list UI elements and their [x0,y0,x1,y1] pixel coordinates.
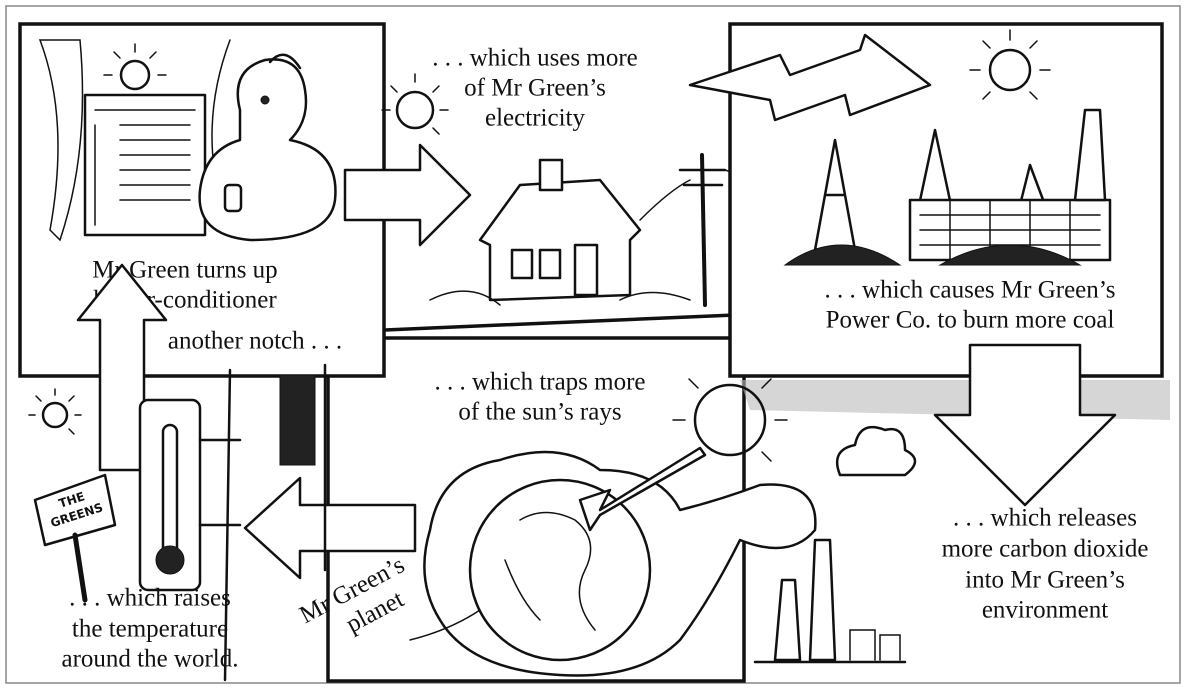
caption-line: Power Co. to burn more coal [826,307,1115,334]
caption-line: the temperature [72,616,228,643]
caption-line: . . . which raises [69,585,231,612]
drawing-part [382,74,448,134]
caption-line: another notch . . . [168,328,342,355]
caption-line: . . . which releases [953,505,1137,532]
caption-line: electricity [485,105,585,132]
caption-line: of the sun’s rays [458,399,621,426]
drawing-part [540,250,560,278]
air-conditioner-panel [20,24,384,376]
drawing-part [702,155,705,305]
drawing-part [200,440,240,525]
caption-line: of Mr Green’s [464,75,606,102]
caption-line: around the world. [61,646,238,673]
drawing-part [385,315,735,330]
drawing-part [480,180,640,300]
drawing-part [397,92,433,128]
drawing-part [261,96,269,104]
caption-line: . . . which traps more [434,369,645,396]
drawing-part [163,425,177,555]
drawing-part [424,452,815,676]
caption-line: . . . which uses more [432,45,638,72]
drawing-part [280,375,315,465]
drawing-part [85,95,205,235]
drawing-part [540,160,562,190]
drawing-part [850,630,900,660]
caption-line: . . . which causes Mr Green’s [825,277,1116,304]
drawing-part [837,427,915,475]
drawing-part [156,546,184,574]
cartoon-diagram: Mr Green turns up his air-conditioner an… [0,0,1186,689]
page: Mr Green cycle html, body { margin: 0; p… [0,0,1186,689]
drawing-part [225,185,241,211]
caption-line: into Mr Green’s [965,567,1125,594]
house-panel [385,315,735,330]
drawing-part [43,403,67,427]
drawing-part [775,540,835,660]
smokestacks [755,540,905,662]
caption-line: environment [982,597,1108,624]
power-company-panel [690,24,1170,420]
cloud [837,427,915,475]
body: {"panels": { "air_conditioner": {"captio… [0,0,1186,689]
drawing-part [575,245,597,295]
caption-line: more carbon dioxide [942,536,1149,563]
drawing-part [512,250,532,278]
